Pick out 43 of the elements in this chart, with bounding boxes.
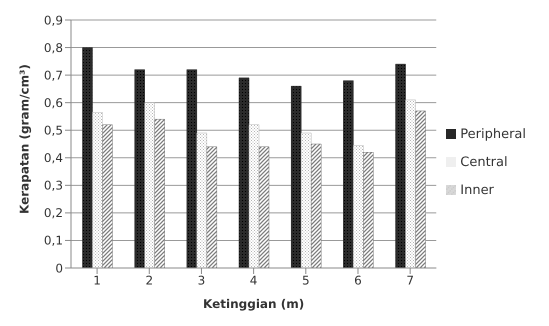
x-tick-label: 6 — [354, 274, 362, 288]
y-tick-label: 0,1 — [44, 234, 63, 248]
bar — [144, 102, 155, 268]
y-tick-label: 0,8 — [44, 40, 63, 55]
x-tick-label: 1 — [93, 274, 101, 288]
x-tick-label: 5 — [302, 274, 310, 288]
x-tick-label: 3 — [198, 274, 206, 288]
x-tick-label: 2 — [145, 274, 154, 288]
y-tick-label: 0,6 — [44, 96, 63, 110]
x-axis-title: Ketinggian (m) — [203, 297, 304, 311]
bar — [363, 152, 374, 268]
y-tick-label: 0,9 — [44, 13, 63, 28]
y-tick-label: 0 — [55, 261, 63, 276]
bar — [395, 64, 406, 268]
bar — [415, 110, 426, 268]
bar — [186, 69, 198, 268]
bar — [206, 146, 218, 268]
y-tick-label: 0,4 — [44, 151, 63, 166]
bar — [134, 69, 145, 268]
y-tick-label: 0,5 — [44, 123, 63, 138]
bar — [405, 100, 416, 268]
legend-label: Peripheral — [460, 127, 526, 142]
bar — [92, 112, 103, 268]
bar — [196, 132, 208, 268]
y-tick-label: 0,2 — [44, 206, 63, 220]
bar — [258, 146, 270, 268]
bar — [238, 78, 250, 268]
x-tick-label: 4 — [250, 274, 258, 288]
y-axis-title: Kerapatan (gram/cm³) — [17, 64, 32, 214]
x-tick-label: 7 — [406, 274, 414, 288]
bar — [154, 118, 165, 268]
bar — [290, 86, 302, 268]
bar — [248, 124, 260, 268]
y-tick-label: 0,7 — [44, 68, 63, 82]
bar — [300, 132, 312, 268]
legend-label: Inner — [460, 183, 494, 198]
bar — [102, 124, 113, 268]
legend-label: Central — [460, 155, 508, 170]
bar — [343, 80, 354, 268]
bar — [310, 144, 322, 268]
bar — [82, 47, 93, 268]
y-tick-label: 0,3 — [44, 178, 63, 193]
bar — [353, 145, 364, 268]
